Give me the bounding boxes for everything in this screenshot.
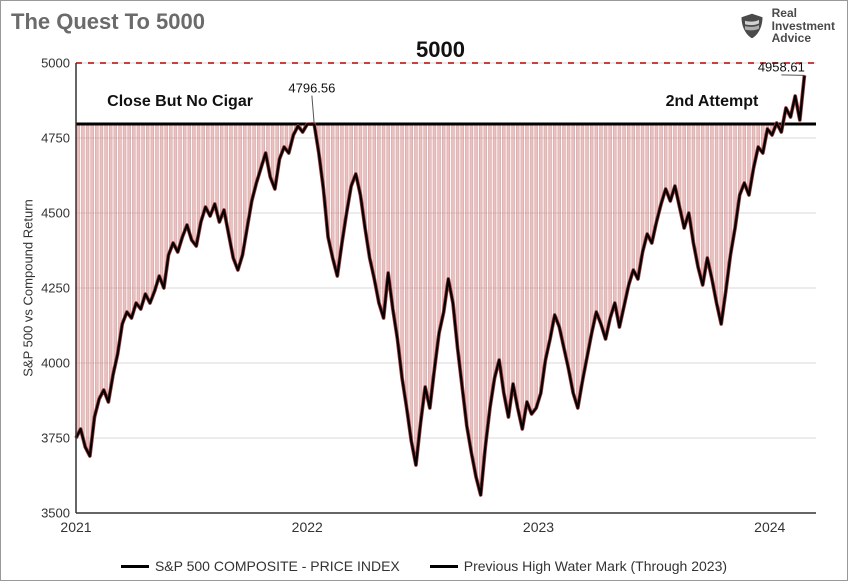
brand-text: Real Investment Advice <box>772 7 835 45</box>
annotation-label: 2nd Attempt <box>666 93 759 111</box>
y-tick-label: 4250 <box>41 281 70 296</box>
target-label: 5000 <box>416 37 465 63</box>
legend-label: S&P 500 COMPOSITE - PRICE INDEX <box>155 558 400 574</box>
y-axis-label: S&P 500 vs Compound Return <box>21 199 36 377</box>
y-tick-label: 4500 <box>41 206 70 221</box>
y-tick-label: 4000 <box>41 356 70 371</box>
annotation-label: 4958.61 <box>758 59 805 74</box>
chart-plot-area: S&P 500 vs Compound Return 3500375040004… <box>76 63 816 513</box>
x-tick-label: 2022 <box>292 519 323 535</box>
legend-item-price: S&P 500 COMPOSITE - PRICE INDEX <box>121 558 400 574</box>
chart-frame: The Quest To 5000 Real Investment Advice… <box>0 0 848 581</box>
x-tick-label: 2024 <box>754 519 785 535</box>
x-tick-label: 2021 <box>60 519 91 535</box>
legend: S&P 500 COMPOSITE - PRICE INDEX Previous… <box>1 558 847 574</box>
chart-svg <box>76 63 816 513</box>
shield-icon <box>738 12 766 40</box>
chart-title: The Quest To 5000 <box>11 9 205 35</box>
x-tick-label: 2023 <box>523 519 554 535</box>
y-tick-label: 5000 <box>41 56 70 71</box>
legend-label: Previous High Water Mark (Through 2023) <box>464 558 727 574</box>
y-tick-label: 4750 <box>41 131 70 146</box>
annotation-label: 4796.56 <box>288 80 335 95</box>
y-tick-label: 3750 <box>41 431 70 446</box>
brand-logo: Real Investment Advice <box>738 7 835 45</box>
annotation-label: Close But No Cigar <box>107 93 253 111</box>
legend-item-highwater: Previous High Water Mark (Through 2023) <box>430 558 727 574</box>
legend-swatch <box>430 565 458 568</box>
legend-swatch <box>121 565 149 568</box>
